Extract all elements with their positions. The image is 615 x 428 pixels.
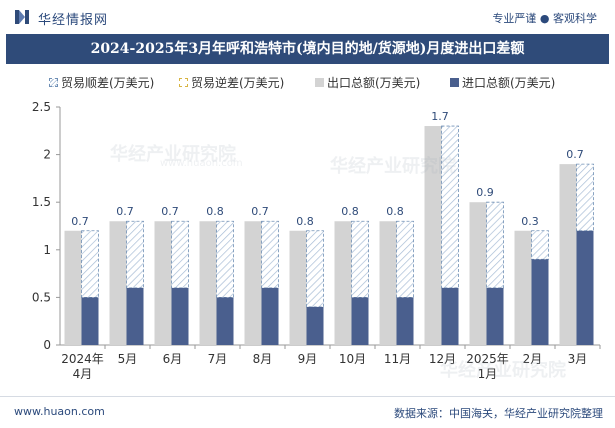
brand-name: 华经情报网: [38, 13, 109, 28]
logo-icon: [15, 10, 29, 24]
data-label: 1.7: [431, 110, 449, 123]
import-bar: [81, 297, 99, 345]
data-label: 0.8: [386, 205, 404, 218]
import-bar: [531, 259, 549, 345]
y-tick-label: 1: [43, 243, 51, 257]
export-bar: [469, 202, 487, 345]
export-bar: [244, 221, 262, 345]
export-bar: [424, 126, 442, 345]
import-bar: [306, 306, 324, 345]
legend-swatch-deficit: [179, 78, 188, 87]
export-bar: [559, 164, 577, 345]
x-tick-label: 5月: [118, 352, 138, 366]
x-tick-label: 2024年: [61, 352, 104, 366]
legend-label-import: 进口总额(万美元): [462, 76, 556, 90]
x-tick-label: 2025年: [466, 352, 509, 366]
surplus-bar: [306, 230, 324, 308]
surplus-bar: [81, 230, 99, 298]
import-bar: [216, 297, 234, 345]
x-tick-label: 11月: [384, 352, 411, 366]
y-tick-label: 2: [43, 148, 51, 162]
export-bar: [514, 230, 532, 345]
import-bar: [396, 297, 414, 345]
data-label: 0.8: [296, 215, 314, 228]
export-bar: [109, 221, 127, 345]
data-label: 0.8: [341, 205, 359, 218]
data-label: 0.9: [476, 186, 494, 199]
x-tick-label: 10月: [339, 352, 366, 366]
surplus-bar: [531, 230, 549, 260]
y-tick-label: 0.5: [32, 290, 51, 304]
chart-legend: 贸易顺差(万美元) 贸易逆差(万美元) 出口总额(万美元) 进口总额(万美元): [0, 72, 615, 94]
legend-swatch-export: [315, 78, 324, 87]
data-label: 0.7: [566, 148, 584, 161]
export-bar: [289, 230, 307, 345]
surplus-bar: [576, 163, 594, 232]
y-tick-label: 1.5: [32, 195, 51, 209]
footer-url[interactable]: www.huaon.com: [14, 405, 105, 418]
surplus-bar: [216, 220, 234, 298]
surplus-bar: [261, 220, 279, 289]
footer-source: 数据来源：中国海关，华经产业研究院整理: [394, 407, 603, 420]
legend-swatch-import: [450, 78, 459, 87]
data-label: 0.7: [161, 205, 179, 218]
export-bar: [379, 221, 397, 345]
legend-label-deficit: 贸易逆差(万美元): [191, 76, 285, 90]
data-label: 0.8: [206, 205, 224, 218]
x-tick-label: 7月: [208, 352, 228, 366]
legend-label-export: 出口总额(万美元): [327, 76, 421, 90]
x-tick-label: 1月: [478, 367, 498, 381]
y-tick-label: 0: [43, 338, 51, 352]
x-tick-label: 9月: [298, 352, 318, 366]
import-bar: [126, 287, 144, 345]
import-bar: [486, 287, 504, 345]
brand-tagline: 专业严谨 ● 客观科学: [492, 12, 597, 25]
export-bar: [334, 221, 352, 345]
chart-title: 2024-2025年3月年呼和浩特市(境内目的地/货源地)月度进出口差额: [6, 34, 609, 64]
surplus-bar: [351, 220, 369, 298]
data-label: 0.7: [251, 205, 269, 218]
x-tick-label: 12月: [429, 352, 456, 366]
x-tick-label: 4月: [73, 367, 93, 381]
y-tick-label: 2.5: [32, 100, 51, 114]
x-tick-label: 6月: [163, 352, 183, 366]
import-bar: [171, 287, 189, 345]
import-bar: [441, 287, 459, 345]
surplus-bar: [486, 201, 504, 289]
legend-label-surplus: 贸易顺差(万美元): [61, 76, 155, 90]
export-bar: [199, 221, 217, 345]
data-label: 0.7: [71, 215, 89, 228]
data-label: 0.3: [521, 215, 539, 228]
surplus-bar: [396, 220, 414, 298]
x-tick-label: 8月: [253, 352, 273, 366]
x-tick-label: 3月: [568, 352, 588, 366]
data-label: 0.7: [116, 205, 134, 218]
surplus-bar: [126, 220, 144, 289]
import-bar: [351, 297, 369, 345]
surplus-bar: [441, 125, 459, 289]
footer: www.huaon.com 数据来源：中国海关，华经产业研究院整理: [0, 396, 615, 428]
export-bar: [64, 230, 82, 345]
x-tick-label: 2月: [523, 352, 543, 366]
surplus-bar: [171, 220, 189, 289]
import-bar: [576, 230, 594, 345]
import-bar: [261, 287, 279, 345]
legend-swatch-surplus: [49, 78, 58, 87]
export-bar: [154, 221, 172, 345]
top-bar: 华经情报网 专业严谨 ● 客观科学: [0, 0, 615, 34]
